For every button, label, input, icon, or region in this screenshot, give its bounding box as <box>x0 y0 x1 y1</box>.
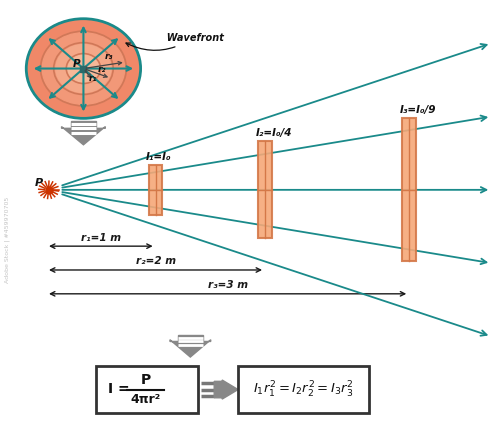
Circle shape <box>42 33 124 104</box>
FancyBboxPatch shape <box>96 366 198 413</box>
Text: I₁=I₀: I₁=I₀ <box>146 152 172 161</box>
Circle shape <box>26 19 140 118</box>
Bar <box>402 118 416 261</box>
Text: I =: I = <box>108 382 130 396</box>
Text: $I_1 r_1^2 = I_2 r_2^2 = I_3 r_3^2$: $I_1 r_1^2 = I_2 r_2^2 = I_3 r_3^2$ <box>253 379 354 400</box>
Bar <box>178 335 203 342</box>
Text: r₂: r₂ <box>98 65 106 74</box>
Circle shape <box>68 54 100 82</box>
Text: r₃=3 m: r₃=3 m <box>208 280 248 290</box>
Text: I₂=I₀/4: I₂=I₀/4 <box>256 128 292 138</box>
FancyBboxPatch shape <box>238 366 370 413</box>
FancyArrow shape <box>170 340 210 357</box>
Text: r₂=2 m: r₂=2 m <box>136 256 175 266</box>
FancyArrow shape <box>214 380 238 399</box>
Text: r₁: r₁ <box>88 74 97 83</box>
Text: r₁=1 m: r₁=1 m <box>81 232 121 242</box>
Text: Wavefront: Wavefront <box>126 33 224 50</box>
FancyArrow shape <box>62 126 106 145</box>
Text: P: P <box>34 178 43 188</box>
Bar <box>148 165 162 215</box>
Text: Adobe Stock | #459970705: Adobe Stock | #459970705 <box>4 197 10 283</box>
Bar <box>70 120 97 128</box>
Text: P: P <box>140 373 150 387</box>
Bar <box>258 141 272 238</box>
Text: r₃: r₃ <box>104 52 113 61</box>
Text: P: P <box>72 59 80 69</box>
Text: I₃=I₀/9: I₃=I₀/9 <box>400 105 436 115</box>
Text: 4πr²: 4πr² <box>130 393 160 406</box>
Circle shape <box>56 44 111 92</box>
